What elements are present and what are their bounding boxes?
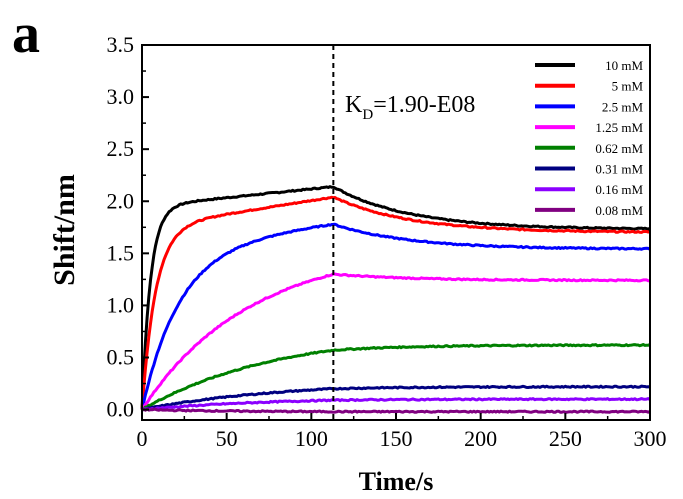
legend-label: 0.08 mM	[595, 203, 643, 218]
series-line	[140, 195, 651, 410]
y-tick-label: 0.5	[107, 345, 135, 370]
x-tick-label: 100	[295, 426, 328, 451]
legend-label: 0.31 mM	[595, 162, 643, 177]
y-tick-label: 3.5	[107, 32, 135, 57]
legend-label: 2.5 mM	[602, 99, 644, 114]
x-tick-label: 0	[137, 426, 148, 451]
legend-label: 0.62 mM	[595, 141, 643, 156]
series-line	[141, 384, 651, 412]
legend-label: 0.16 mM	[595, 182, 643, 197]
series-line	[141, 407, 651, 414]
panel-label: a	[12, 3, 40, 65]
legend-label: 1.25 mM	[595, 120, 643, 135]
x-tick-label: 250	[549, 426, 582, 451]
y-tick-label: 1.5	[107, 240, 135, 265]
series-layer	[140, 185, 651, 414]
x-tick-label: 150	[380, 426, 413, 451]
x-axis-title: Time/s	[359, 467, 434, 496]
y-tick-label: 1.0	[107, 292, 135, 317]
series-line	[141, 343, 651, 411]
y-axis: 0.0 0.5 1.0 1.5 2.0 2.5 3.0 3.5	[107, 32, 149, 422]
kd-k: K	[345, 92, 363, 118]
series-line	[140, 185, 651, 410]
y-tick-label: 2.5	[107, 136, 135, 161]
y-tick-label: 3.0	[107, 84, 135, 109]
legend-label: 10 mM	[605, 58, 643, 73]
y-tick-label: 2.0	[107, 188, 135, 213]
kd-annotation: KD=1.90-E08	[345, 92, 475, 123]
series-line	[140, 222, 651, 410]
y-axis-title: Shift/nm	[48, 174, 81, 286]
x-tick-label: 200	[464, 426, 497, 451]
x-tick-label: 300	[634, 426, 667, 451]
kd-value: =1.90-E08	[373, 92, 475, 118]
series-line	[140, 272, 651, 411]
x-tick-label: 50	[216, 426, 238, 451]
x-axis: 0 50 100 150 200 250 300	[137, 413, 667, 451]
legend: 10 mM 5 mM 2.5 mM 1.25 mM 0.62 mM 0.31 mM 0.16…	[535, 58, 643, 218]
series-line	[141, 397, 651, 411]
legend-label: 5 mM	[612, 79, 644, 94]
y-tick-label: 0.0	[107, 397, 135, 422]
kd-subscript: D	[362, 107, 373, 123]
